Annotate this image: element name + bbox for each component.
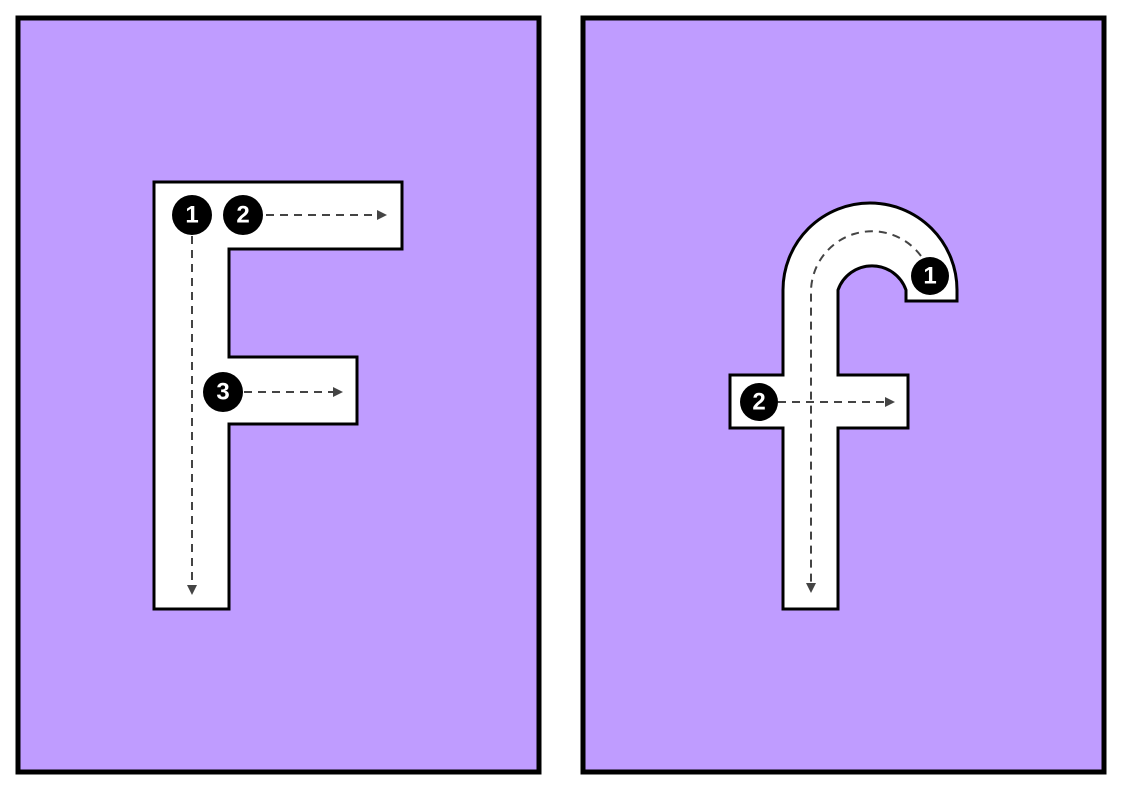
stroke-1-guide: [806, 230, 922, 593]
stroke-2-badge: 2: [740, 383, 778, 421]
stroke-2-number: 2: [236, 202, 249, 229]
stroke-2-badge: 2: [223, 195, 263, 235]
stroke-1-badge: 1: [172, 195, 212, 235]
panel-lowercase-f: 1 2: [580, 15, 1107, 775]
panel-uppercase-f: 1 2 3: [15, 15, 542, 775]
stroke-3-number: 3: [216, 379, 229, 406]
stroke-3-badge: 3: [203, 372, 243, 412]
letter-f-uppercase-shape: [152, 180, 404, 611]
letter-f-lowercase-shape: [728, 201, 959, 611]
stroke-1-number: 1: [185, 202, 198, 229]
stroke-2-number: 2: [752, 389, 765, 416]
stroke-1-badge: 1: [911, 257, 949, 295]
stroke-1-number: 1: [923, 263, 936, 290]
